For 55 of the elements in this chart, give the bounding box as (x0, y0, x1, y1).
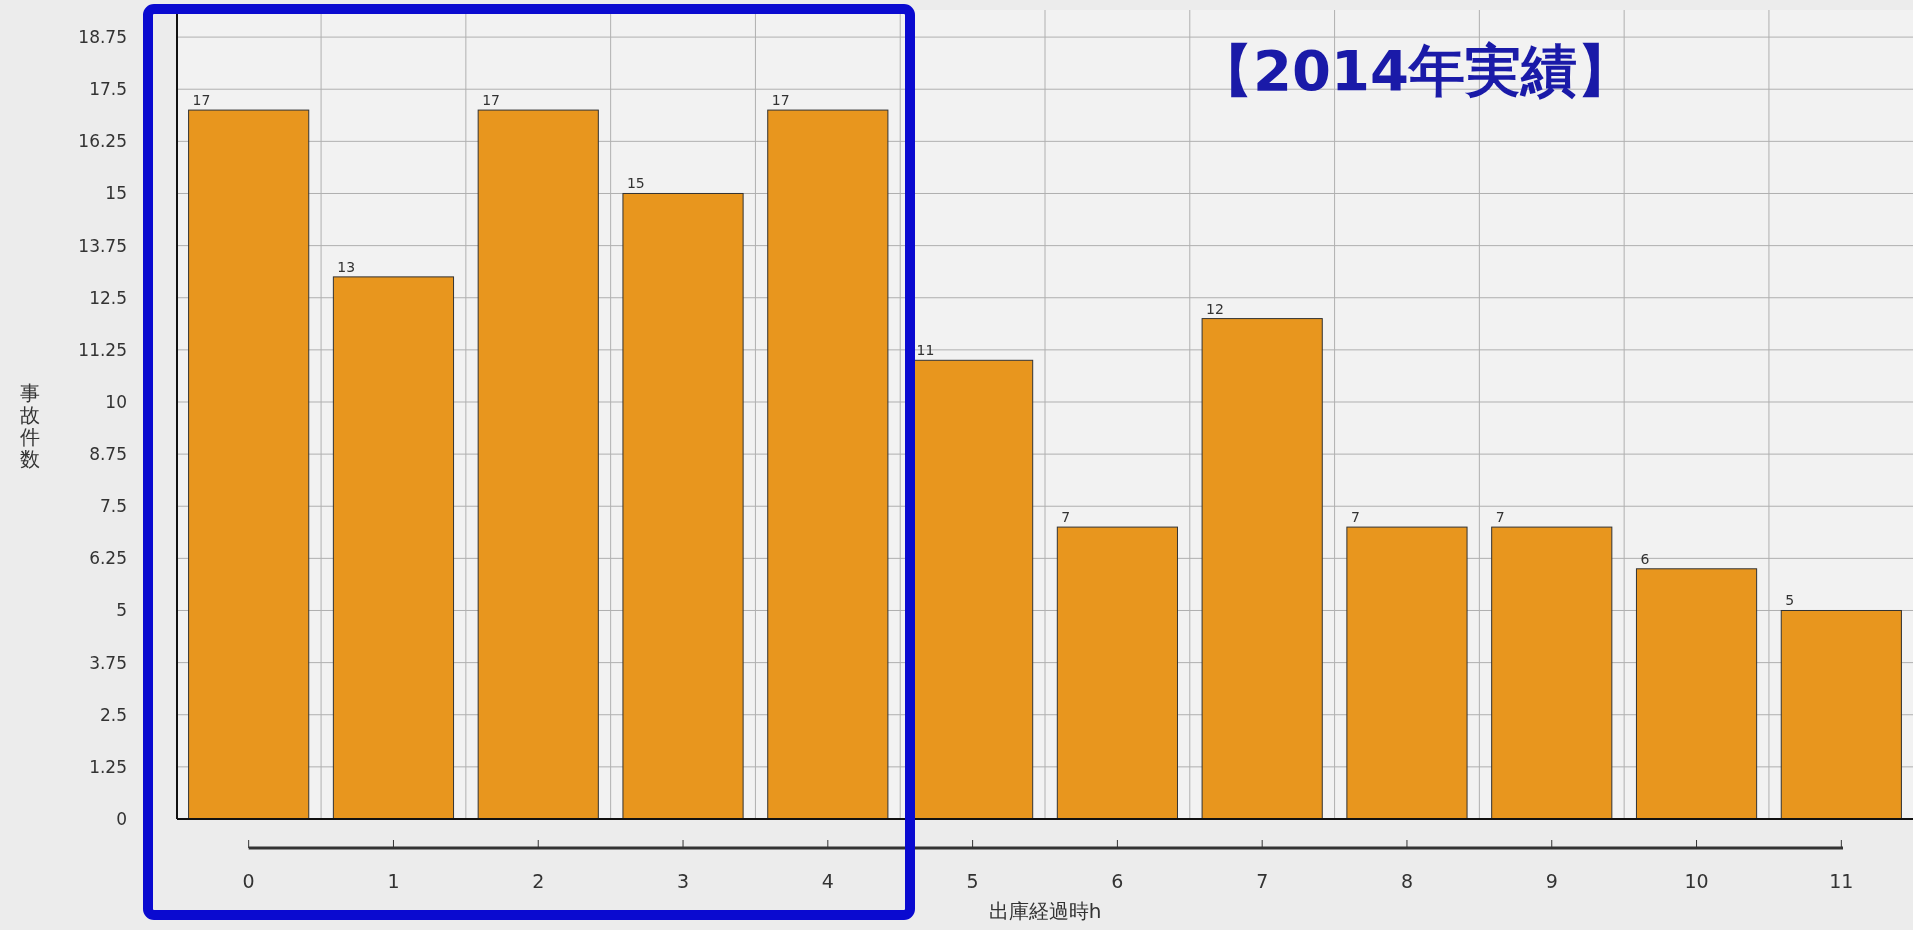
bar (1346, 526, 1468, 820)
y-tick-label: 16.25 (78, 131, 127, 152)
data-label: 17 (771, 92, 790, 109)
data-label: 7 (1061, 509, 1071, 526)
bar (1780, 610, 1902, 820)
data-label: 12 (1206, 300, 1224, 317)
x-axis-title: 出庫経過時h (988, 899, 1102, 923)
x-tick-label: 6 (1111, 870, 1124, 892)
bar (188, 109, 310, 820)
bar (1635, 568, 1758, 820)
bar (622, 192, 744, 820)
y-tick-label: 5 (116, 600, 127, 621)
x-tick-label: 8 (1400, 870, 1414, 892)
data-label: 15 (626, 175, 645, 192)
x-tick-label: 1 (387, 870, 400, 892)
data-label: 17 (192, 92, 211, 109)
y-tick-label: 1.25 (89, 756, 127, 777)
x-tick-label: 9 (1545, 870, 1558, 892)
y-tick-label: 18.75 (78, 27, 127, 48)
y-axis-title: 事故件数 (20, 381, 40, 471)
data-label: 13 (337, 258, 356, 275)
data-label: 17 (482, 92, 500, 109)
y-tick-label: 15 (105, 183, 127, 204)
y-tick-label: 17.5 (89, 79, 127, 100)
x-tick-label: 2 (532, 870, 545, 892)
y-tick-label: 11.25 (78, 339, 127, 360)
y-tick-label: 3.75 (89, 652, 127, 673)
y-tick-label: 7.5 (99, 496, 127, 517)
y-tick-label: 6.25 (89, 548, 127, 569)
y-tick-label: 12.5 (89, 287, 127, 308)
x-tick-label: 5 (966, 870, 979, 892)
data-label: 7 (1495, 509, 1505, 526)
x-tick-label: 7 (1256, 870, 1269, 892)
y-tick-label: 10 (105, 391, 127, 412)
x-tick-label: 10 (1684, 870, 1709, 892)
data-label: 6 (1640, 550, 1650, 567)
bar (477, 109, 599, 820)
bar (1491, 526, 1613, 820)
y-tick-label: 8.75 (89, 444, 127, 465)
x-tick-label: 0 (242, 870, 255, 892)
y-tick-label: 0 (116, 808, 127, 829)
data-label: 11 (916, 342, 935, 359)
y-tick-label: 2.5 (99, 704, 127, 725)
data-label: 7 (1350, 509, 1360, 526)
x-tick-label: 4 (821, 870, 834, 892)
x-tick-label: 3 (676, 870, 690, 892)
x-tick-label: 11 (1829, 870, 1854, 892)
y-tick-label: 13.75 (78, 235, 127, 256)
bar (332, 276, 455, 820)
text: 【2014年実績】 (1197, 38, 1633, 103)
bar (767, 109, 889, 820)
data-label: 5 (1785, 592, 1795, 609)
bar (1201, 318, 1323, 820)
bar (1056, 526, 1178, 820)
bar (912, 359, 1034, 820)
